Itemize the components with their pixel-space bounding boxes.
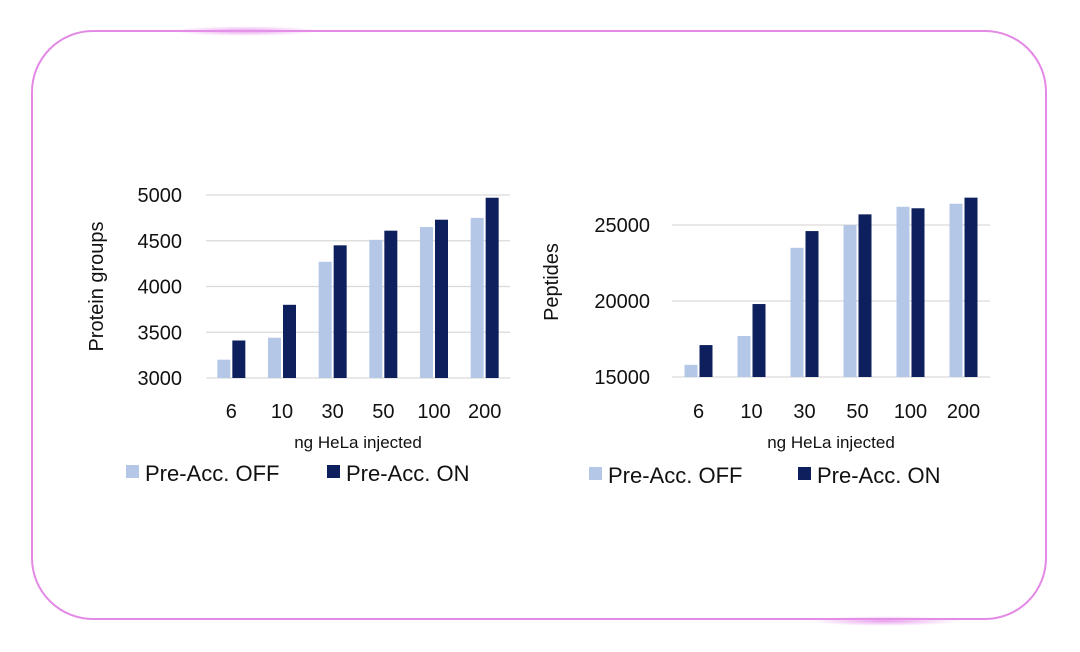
decorative-glow-top — [170, 26, 320, 36]
x-tick-label: 6 — [226, 401, 237, 423]
bar-pre-acc-on — [232, 340, 246, 378]
bar-pre-acc-on — [752, 304, 766, 377]
legend-swatch-on — [327, 465, 340, 478]
bar-pre-acc-off — [790, 247, 804, 377]
y-tick-label: 4500 — [138, 231, 183, 253]
bar-pre-acc-on — [699, 345, 713, 377]
y-tick-label: 5000 — [138, 185, 183, 207]
bar-pre-acc-off — [369, 239, 383, 378]
y-tick-label: 3000 — [138, 368, 183, 390]
legend-label: Pre-Acc. ON — [817, 463, 940, 488]
bar-pre-acc-on — [911, 208, 925, 377]
x-tick-label: 30 — [793, 401, 815, 423]
legend-label: Pre-Acc. ON — [346, 461, 469, 486]
legend-swatch-off — [126, 465, 139, 478]
legend-label: Pre-Acc. OFF — [608, 463, 742, 488]
x-tick-label: 10 — [740, 401, 762, 423]
y-tick-label: 4000 — [138, 277, 183, 299]
y-tick-label: 25000 — [594, 215, 650, 237]
bar-pre-acc-off — [737, 335, 751, 377]
bar-pre-acc-off — [949, 203, 963, 377]
figure-card — [31, 30, 1047, 620]
x-tick-label: 100 — [894, 401, 927, 423]
y-tick-label: 15000 — [594, 367, 650, 389]
x-tick-label: 200 — [947, 401, 980, 423]
bar-pre-acc-off — [420, 227, 433, 378]
x-tick-label: 6 — [693, 401, 704, 423]
bar-pre-acc-on — [283, 304, 296, 378]
y-tick-label: 20000 — [594, 291, 650, 313]
x-axis-title: ng HeLa injected — [294, 433, 422, 452]
bar-pre-acc-on — [964, 197, 978, 377]
y-axis-title: Protein groups — [86, 221, 108, 351]
bar-pre-acc-off — [684, 364, 698, 377]
y-tick-label: 3500 — [138, 322, 183, 344]
bar-pre-acc-on — [435, 219, 448, 378]
x-tick-label: 100 — [417, 401, 450, 423]
bar-pre-acc-on — [384, 230, 398, 378]
bar-pre-acc-on — [485, 197, 499, 378]
bar-pre-acc-off — [470, 217, 484, 378]
x-axis-title: ng HeLa injected — [767, 433, 895, 452]
bar-pre-acc-on — [858, 214, 872, 377]
bar-pre-acc-on — [805, 231, 819, 377]
legend-label: Pre-Acc. OFF — [145, 461, 279, 486]
bar-pre-acc-off — [843, 225, 857, 377]
bar-pre-acc-off — [268, 337, 281, 378]
x-tick-label: 50 — [372, 401, 394, 423]
x-tick-label: 50 — [846, 401, 868, 423]
legend-swatch-off — [589, 467, 602, 480]
legend-swatch-on — [798, 467, 811, 480]
bar-pre-acc-on — [333, 245, 347, 378]
bar-pre-acc-off — [318, 261, 332, 378]
bar-pre-acc-off — [217, 359, 231, 378]
x-tick-label: 200 — [468, 401, 501, 423]
x-tick-label: 30 — [322, 401, 344, 423]
bar-pre-acc-off — [896, 206, 910, 377]
x-tick-label: 10 — [271, 401, 293, 423]
y-axis-title: Peptides — [541, 243, 563, 321]
decorative-glow-bottom — [810, 616, 960, 626]
